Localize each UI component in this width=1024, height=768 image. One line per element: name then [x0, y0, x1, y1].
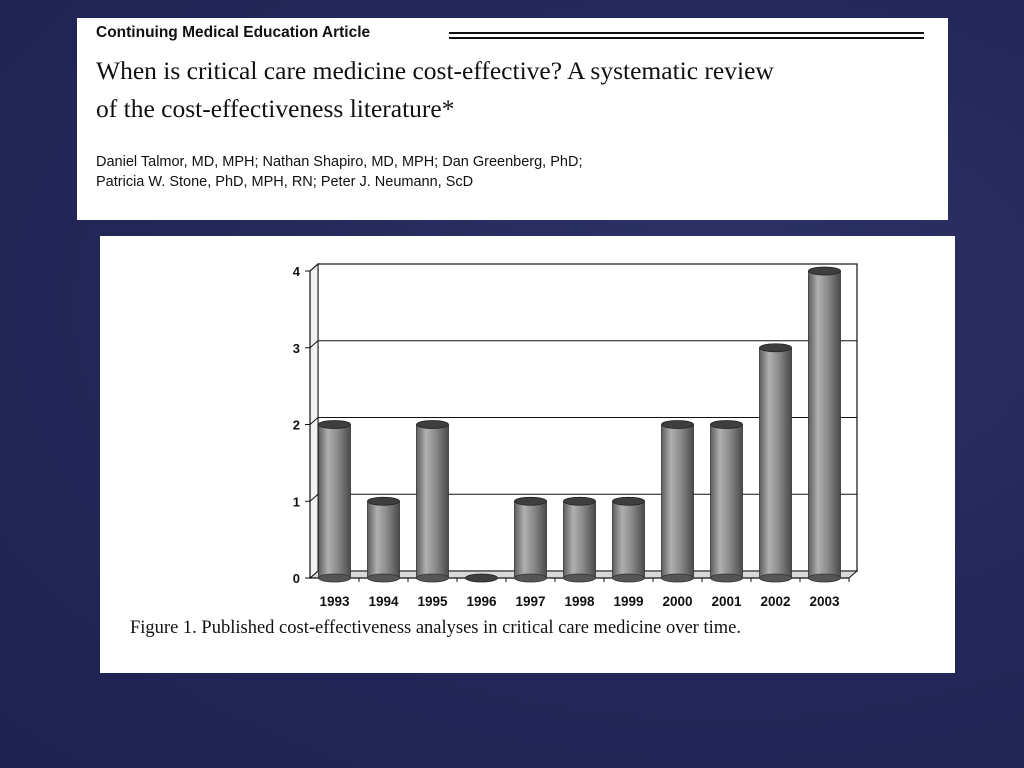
- bar-base-2001: [710, 573, 743, 583]
- bar-top-2000: [661, 420, 694, 429]
- bar-base-1997: [514, 573, 547, 583]
- x-tick-label: 1995: [417, 594, 448, 609]
- bar-1996: [465, 573, 498, 583]
- section-label: Continuing Medical Education Article: [96, 24, 371, 41]
- x-tick-label: 2002: [760, 594, 790, 609]
- x-tick-label: 2003: [809, 594, 840, 609]
- article-title-line-1: When is critical care medicine cost-effe…: [96, 56, 774, 85]
- bar-top-2001: [710, 420, 743, 429]
- bar-base-1993: [318, 573, 351, 583]
- bar-1998: [563, 500, 596, 579]
- bar-top-1995: [416, 420, 449, 429]
- gridline-side: [309, 263, 319, 272]
- x-tick-label: 2001: [711, 594, 742, 609]
- bar-1994: [367, 500, 400, 579]
- bar-1997: [514, 500, 547, 579]
- article-authors: Daniel Talmor, MD, MPH; Nathan Shapiro, …: [96, 152, 926, 192]
- y-tick-label: 3: [293, 341, 300, 356]
- section-header: Continuing Medical Education Article: [96, 22, 926, 44]
- x-tick-label: 2000: [662, 594, 692, 609]
- article-header-panel: Continuing Medical Education Article Whe…: [77, 18, 948, 220]
- bar-top-1999: [612, 496, 645, 506]
- x-tick-label: 1998: [564, 594, 595, 609]
- bar-top-2002: [759, 343, 792, 353]
- bar-base-2000: [661, 573, 694, 583]
- authors-line-2: Patricia W. Stone, PhD, MPH, RN; Peter J…: [96, 174, 474, 190]
- bar-2001: [710, 424, 743, 579]
- bar-chart: 0 1 2 3 4 1993 1994 1995 1996 1997 1998 1999 2000 200…: [293, 262, 859, 609]
- bar-1999: [612, 500, 645, 579]
- bar-base-1994: [367, 573, 400, 583]
- y-tick-label: 1: [293, 494, 300, 509]
- bar-2003: [808, 270, 841, 579]
- bar-top-1997: [514, 496, 547, 506]
- bar-base-2002: [759, 573, 792, 583]
- figure-caption: Figure 1. Published cost-effectiveness a…: [130, 618, 741, 638]
- y-tick-label: 4: [293, 264, 301, 279]
- article-title-line-2: of the cost-effectiveness literature*: [96, 94, 455, 123]
- bar-1995: [416, 424, 449, 579]
- gridline-side: [309, 493, 319, 502]
- bar-base-1998: [563, 573, 596, 583]
- figure-panel: 0 1 2 3 4 1993 1994 1995 1996 1997 1998 1999 2000 200…: [100, 236, 955, 673]
- bar-base-1995: [416, 573, 449, 583]
- gridline-side: [309, 417, 319, 425]
- bar-base-2003: [808, 573, 841, 583]
- bar-top-1993: [318, 420, 351, 429]
- bar-1993: [318, 424, 351, 579]
- section-double-rule: [449, 32, 924, 39]
- bar-top-1994: [367, 496, 400, 506]
- bar-base-1999: [612, 573, 645, 583]
- bar-top-1998: [563, 496, 596, 506]
- bar-top-2003: [808, 266, 841, 276]
- x-tick-label: 1993: [319, 594, 350, 609]
- authors-line-1: Daniel Talmor, MD, MPH; Nathan Shapiro, …: [96, 154, 583, 170]
- x-tick-label: 1997: [515, 594, 545, 609]
- article-title: When is critical care medicine cost-effe…: [96, 52, 926, 128]
- x-tick-label: 1999: [613, 594, 643, 609]
- bar-2002: [759, 347, 792, 579]
- x-tick-label: 1996: [466, 594, 497, 609]
- y-tick-label: 0: [293, 571, 300, 586]
- y-tick-label: 2: [293, 418, 300, 433]
- gridline-side: [309, 340, 319, 349]
- x-tick-label: 1994: [368, 594, 399, 609]
- bar-2000: [661, 424, 694, 579]
